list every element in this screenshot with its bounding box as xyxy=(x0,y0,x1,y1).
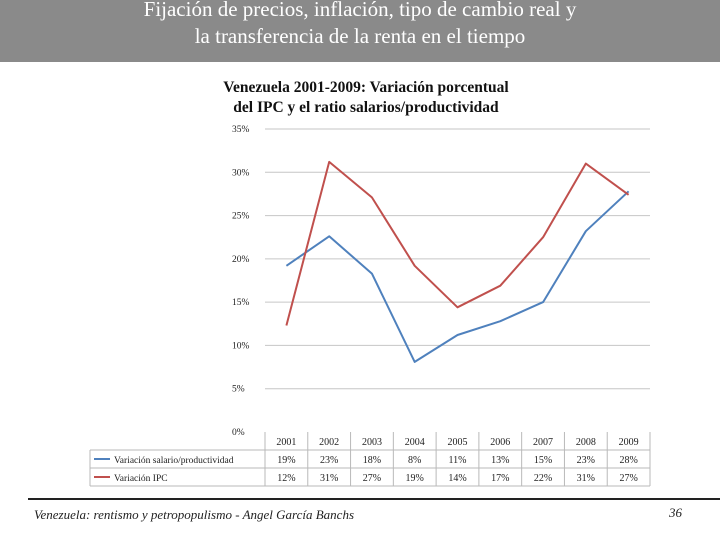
y-tick-label: 35% xyxy=(232,125,250,135)
table-cell: 31% xyxy=(577,473,595,484)
x-tick-label: 2006 xyxy=(490,437,510,448)
x-tick-label: 2004 xyxy=(405,437,425,448)
table-cell: 23% xyxy=(320,455,338,466)
chart-title-line-1: Venezuela 2001-2009: Variación porcentua… xyxy=(223,79,509,96)
table-cell: 14% xyxy=(448,473,466,484)
table-cell: 28% xyxy=(619,455,637,466)
table-cell: 11% xyxy=(449,455,467,466)
y-axis-ticks: 0% 5% 10% 15% 20% 25% 30% 35% xyxy=(232,125,250,438)
x-tick-label: 2003 xyxy=(362,437,382,448)
y-tick-label: 15% xyxy=(232,298,250,308)
table-cell: 31% xyxy=(320,473,338,484)
table-cell: 12% xyxy=(277,473,295,484)
table-cell: 27% xyxy=(363,473,381,484)
table-cell: 19% xyxy=(406,473,424,484)
series-line-1 xyxy=(285,190,630,363)
x-tick-label: 2002 xyxy=(319,437,339,448)
chart-series xyxy=(285,160,630,363)
data-table: 2001 2002 2003 2004 2005 2006 2007 2008 2009 Vari… xyxy=(89,432,651,487)
y-tick-label: 25% xyxy=(232,212,250,222)
table-cell: 22% xyxy=(534,473,552,484)
slide-header: Fijación de precios, inflación, tipo de … xyxy=(0,0,720,62)
table-cell: 18% xyxy=(363,455,381,466)
y-tick-label: 10% xyxy=(232,341,250,351)
x-tick-label: 2009 xyxy=(619,437,639,448)
y-tick-label: 30% xyxy=(232,168,250,178)
table-cell: 27% xyxy=(619,473,637,484)
series-line-2 xyxy=(285,160,630,326)
y-tick-label: 5% xyxy=(232,385,245,395)
x-tick-label: 2001 xyxy=(276,437,296,448)
x-tick-label: 2008 xyxy=(576,437,596,448)
table-cell: 13% xyxy=(491,455,509,466)
table-cell: 17% xyxy=(491,473,509,484)
table-cell: 19% xyxy=(277,455,295,466)
footer-source: Venezuela: rentismo y petropopulismo - A… xyxy=(34,507,355,522)
chart-grid xyxy=(265,128,650,390)
x-tick-label: 2005 xyxy=(448,437,468,448)
page-number: 36 xyxy=(669,505,682,520)
table-cell: 8% xyxy=(408,455,421,466)
y-tick-label: 20% xyxy=(232,255,250,265)
chart-title-line-2: del IPC y el ratio salarios/productivida… xyxy=(233,99,499,116)
x-tick-label: 2007 xyxy=(533,437,553,448)
legend-label-1: Variación salario/productividad xyxy=(114,456,234,466)
y-tick-label: 0% xyxy=(232,428,245,438)
slide-title-line-1: Fijación de precios, inflación, tipo de … xyxy=(143,0,577,21)
table-cell: 15% xyxy=(534,455,552,466)
table-cell: 23% xyxy=(577,455,595,466)
slide-title-line-2: la transferencia de la renta en el tiemp… xyxy=(194,24,526,48)
legend-label-2: Variación IPC xyxy=(114,474,168,484)
footer-divider xyxy=(28,498,720,500)
